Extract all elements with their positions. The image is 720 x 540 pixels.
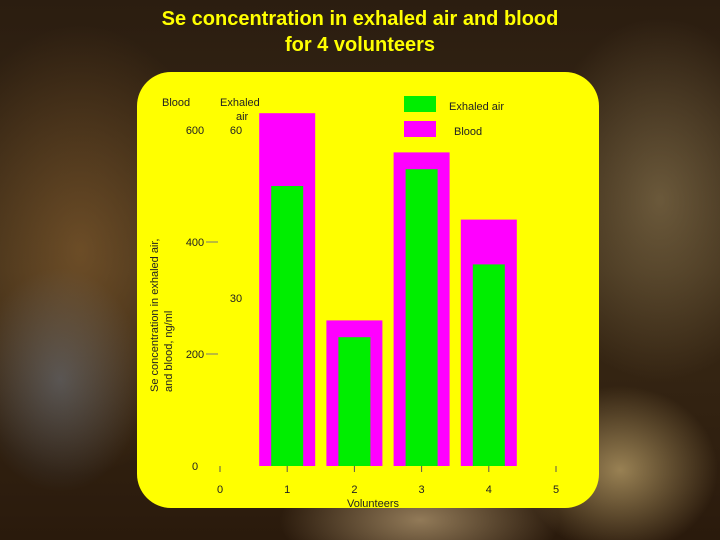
blood-tick-label: 600 — [186, 125, 204, 137]
bar-exhaled-3 — [405, 169, 438, 466]
legend-swatch-blood — [404, 121, 436, 137]
x-tick-label: 5 — [553, 484, 559, 496]
blood-tick-label: 400 — [186, 237, 204, 249]
blood-axis-header: Blood — [162, 97, 190, 109]
chart-title-line-1: Se concentration in exhaled air and bloo… — [161, 8, 559, 30]
blood-tick-label: 200 — [186, 349, 204, 361]
chart-title: Se concentration in exhaled air and bloo… — [0, 6, 720, 58]
blood-tick-label: 0 — [192, 461, 198, 473]
x-axis-title: Volunteers — [347, 498, 399, 510]
x-tick-label: 1 — [284, 484, 290, 496]
legend-swatch-exhaled — [404, 96, 436, 112]
bar-exhaled-2 — [338, 337, 371, 466]
air-tick-label: 60 — [230, 125, 242, 137]
x-tick-label: 2 — [351, 484, 357, 496]
air-tick-label: 30 — [230, 293, 242, 305]
bar-exhaled-1 — [271, 186, 304, 466]
y-axis-title-line-2: and blood, ng/ml — [163, 311, 175, 392]
legend-label-blood: Blood — [454, 126, 482, 138]
x-tick-label: 3 — [419, 484, 425, 496]
bar-exhaled-4 — [472, 264, 505, 466]
x-tick-label: 4 — [486, 484, 492, 496]
air-axis-header-line-2: air — [236, 111, 249, 123]
x-tick-label: 0 — [217, 484, 223, 496]
y-axis-title-line-1: Se concentration in exhaled air, — [149, 239, 161, 393]
air-axis-header-line-1: Exhaled — [220, 97, 260, 109]
legend-label-exhaled: Exhaled air — [449, 101, 504, 113]
bars-group — [259, 113, 517, 466]
ticks-group: 0 1 2 3 4 5 0 200 400 600 30 60 — [186, 125, 559, 496]
chart-title-line-2: for 4 volunteers — [284, 34, 436, 56]
